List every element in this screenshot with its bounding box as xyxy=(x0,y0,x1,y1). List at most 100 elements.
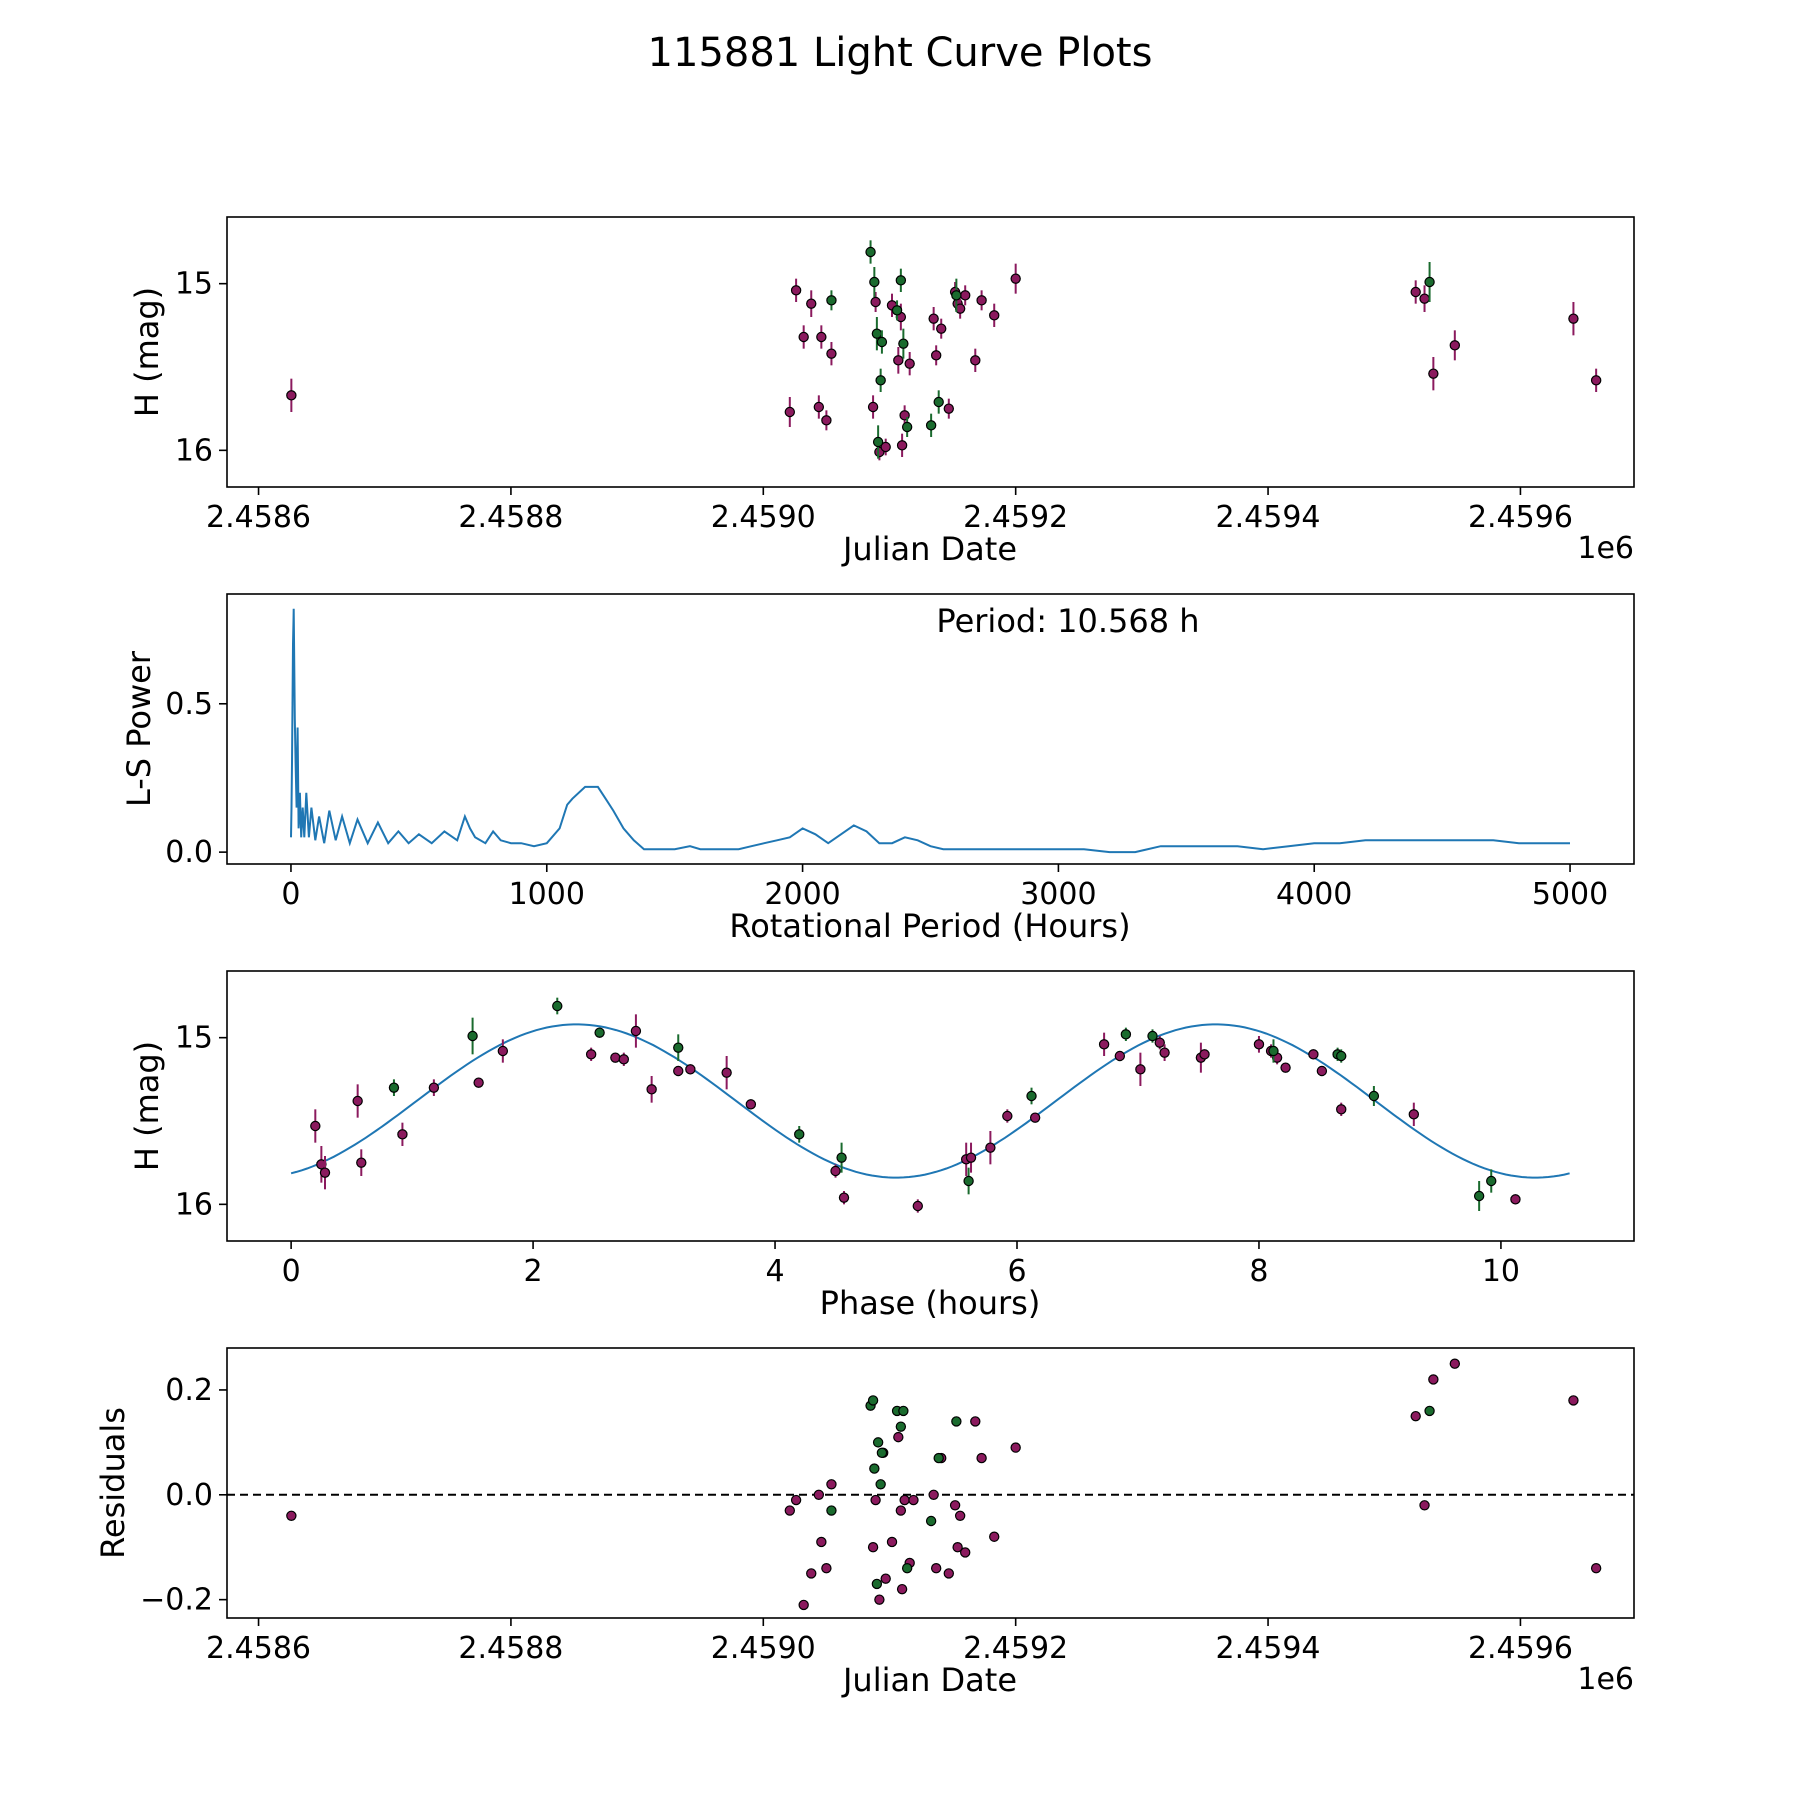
phase-folded-band-b-point xyxy=(1336,1050,1347,1062)
periodogram-axes-frame xyxy=(226,593,1635,865)
residuals-offset-label: 1e6 xyxy=(1577,1662,1634,1697)
residuals-band-a-point xyxy=(798,1599,809,1611)
residuals-band-a-point xyxy=(880,1573,891,1584)
phase-folded-band-a-point xyxy=(721,1067,732,1078)
residuals-band-b-point xyxy=(951,1416,962,1427)
light-curve-band-b-point xyxy=(901,421,913,433)
light-curve-band-a-point xyxy=(904,358,915,369)
light-curve-band-b-point xyxy=(951,290,962,301)
light-curve-band-b-point xyxy=(872,436,884,448)
residuals-band-b-point xyxy=(826,1505,837,1516)
residuals-band-b-point xyxy=(871,1578,883,1590)
light-curve-band-a-point xyxy=(1419,293,1430,304)
periodogram-xtick-label: 5000 xyxy=(1532,877,1608,912)
phase-folded-band-a-point xyxy=(356,1157,367,1168)
light-curve-band-a-point xyxy=(1410,286,1421,298)
residuals-band-b-point xyxy=(869,1463,880,1474)
phase-folded-band-b-point xyxy=(594,1027,605,1038)
phase-folded-band-a-point xyxy=(745,1099,757,1110)
residuals-band-a-point xyxy=(870,1494,881,1506)
phase-folded-xtick-label: 10 xyxy=(1482,1254,1520,1289)
phase-folded-band-b-point xyxy=(1147,1030,1158,1042)
phase-folded-band-a-point xyxy=(1154,1037,1165,1048)
light-curve-ticks: 2.4586 2.4588 2.4590 2.4592 2.4594 2.4596 15 16 xyxy=(175,267,1573,535)
light-curve-ylabel: H (mag) xyxy=(128,287,166,417)
phase-folded-band-a-point xyxy=(965,1152,977,1163)
residuals-band-a-point xyxy=(1568,1395,1579,1406)
phase-folded-band-a-point xyxy=(912,1200,923,1212)
phase-folded-band-a-point xyxy=(685,1064,696,1075)
phase-folded-band-a-point xyxy=(830,1165,841,1177)
figure-title: 115881 Light Curve Plots xyxy=(648,30,1153,76)
residuals-ytick-label: −0.2 xyxy=(140,1583,213,1618)
residuals-band-a-point xyxy=(806,1568,817,1579)
light-curve-band-a-point xyxy=(806,298,817,309)
residuals-band-b-point xyxy=(925,1515,937,1527)
residuals-band-a-point xyxy=(813,1489,825,1500)
light-curve-axes-frame xyxy=(226,216,1635,488)
residuals-ytick-label: 0.0 xyxy=(165,1478,213,1513)
residuals-ticks: 2.4586 2.4588 2.4590 2.4592 2.4594 2.4596 −0.2… xyxy=(140,1373,1573,1666)
phase-folded-band-a-point xyxy=(838,1192,850,1203)
light-curve-band-a-point xyxy=(1449,340,1461,351)
residuals-band-a-point xyxy=(908,1494,919,1506)
residuals-xtick-label: 2.4590 xyxy=(711,1631,816,1666)
light-curve-band-b-point xyxy=(875,375,886,386)
phase-folded-band-a-point xyxy=(352,1095,363,1107)
phase-folded-ticks: 0 2 4 6 8 10 15 16 xyxy=(175,1021,1520,1289)
residuals-band-a-point xyxy=(1590,1562,1602,1574)
phase-folded-band-b-point xyxy=(1120,1029,1132,1040)
phase-folded-band-a-point xyxy=(473,1077,484,1088)
light-curve-band-a-point xyxy=(790,285,802,296)
residuals-band-a-point xyxy=(790,1494,802,1506)
light-curve-band-a-point xyxy=(1010,273,1021,284)
phase-folded-band-a-point xyxy=(646,1084,657,1095)
residuals-band-b-point xyxy=(876,1447,888,1459)
phase-folded-band-a-point xyxy=(1159,1047,1170,1058)
phase-folded-band-a-point xyxy=(1002,1110,1013,1122)
residuals-xtick-label: 2.4596 xyxy=(1468,1631,1573,1666)
phase-folded-band-b-point xyxy=(836,1152,847,1163)
phase-folded-band-a-point xyxy=(428,1082,440,1093)
phase-folded-band-a-point xyxy=(1199,1049,1210,1060)
phase-folded-xtick-label: 0 xyxy=(282,1254,301,1289)
residuals-band-a-point xyxy=(826,1479,837,1490)
residuals-band-a-point xyxy=(1449,1358,1461,1369)
residuals-xtick-label: 2.4592 xyxy=(963,1631,1068,1666)
residuals-band-a-point xyxy=(949,1500,961,1511)
residuals-band-b-point xyxy=(872,1437,884,1448)
residuals-band-a-point xyxy=(896,1583,908,1595)
phase-folded-band-b-point xyxy=(794,1129,805,1140)
phase-folded-band-a-point xyxy=(673,1065,684,1077)
residuals-ylabel: Residuals xyxy=(94,1407,132,1559)
residuals-band-a-point xyxy=(960,1547,971,1558)
phase-folded-band-b-point xyxy=(467,1030,478,1042)
residuals-axes-frame xyxy=(226,1347,1635,1619)
phase-folded-band-a-point xyxy=(1029,1112,1041,1123)
residuals-band-a-point xyxy=(928,1489,939,1500)
phase-folded-xlabel: Phase (hours) xyxy=(820,1284,1041,1322)
phase-folded-xtick-label: 2 xyxy=(524,1254,543,1289)
residuals-band-b-point xyxy=(867,1395,879,1406)
light-curve-band-b-point xyxy=(891,305,903,316)
phase-folded-band-a-point xyxy=(585,1049,597,1060)
phase-folded-band-a-point xyxy=(1308,1049,1319,1060)
residuals-band-b-point xyxy=(1424,1405,1435,1417)
residuals-band-a-point xyxy=(976,1452,987,1464)
light-curve-xlabel: Julian Date xyxy=(841,530,1017,568)
light-curve-band-a-point xyxy=(928,313,939,324)
light-curve-ytick-label: 15 xyxy=(175,267,213,302)
phase-folded-band-a-point xyxy=(618,1054,630,1065)
light-curve-band-a-point xyxy=(798,331,809,343)
light-curve-band-b-point xyxy=(1424,276,1435,288)
light-curve-band-a-point xyxy=(286,390,297,401)
residuals-band-b-point xyxy=(895,1421,907,1432)
phase-folded-band-a-point xyxy=(397,1129,408,1140)
phase-folded-band-a-point xyxy=(497,1045,509,1057)
residuals-band-a-point xyxy=(989,1531,1000,1542)
phase-folded-ytick-label: 16 xyxy=(175,1187,213,1222)
residuals-band-a-point xyxy=(1419,1500,1430,1511)
phase-folded-band-a-point xyxy=(630,1025,642,1037)
light-curve-ytick-label: 16 xyxy=(175,433,213,468)
phase-folded-band-a-point xyxy=(1408,1109,1420,1120)
